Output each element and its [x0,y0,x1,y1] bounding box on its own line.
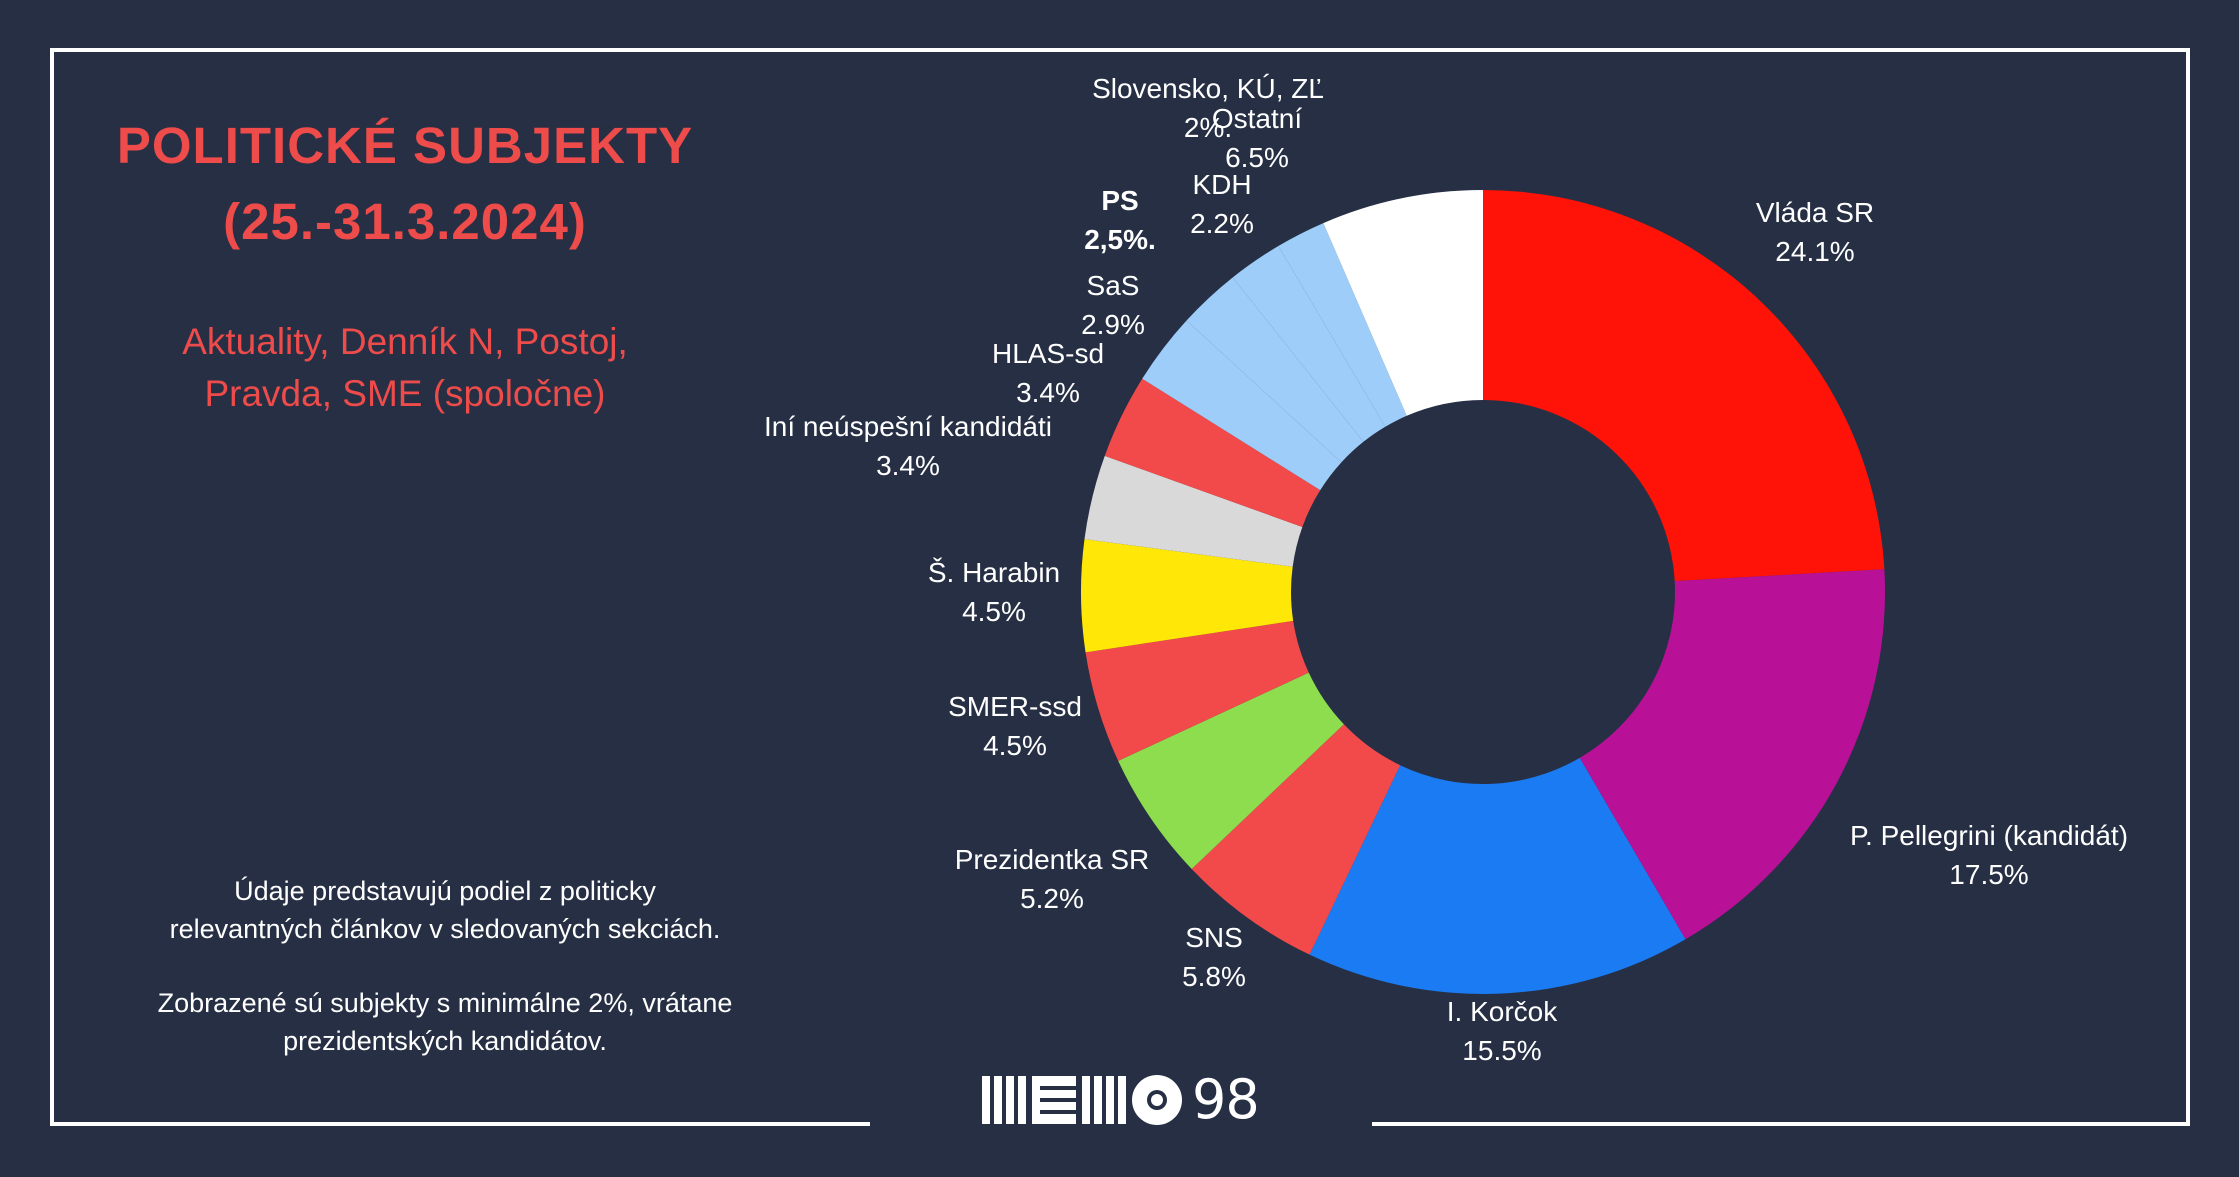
label-name-ostatni: Ostatní [1212,103,1302,134]
label-value-ini-neuspesni-kandidati: 3.4% [876,450,940,481]
slice-i-korcok [1309,757,1686,994]
label-name-sas: SaS [1087,270,1140,301]
label-name-slovensko-ku-zl: Slovensko, KÚ, ZĽ [1092,73,1324,104]
label-value-hlas-sd: 3.4% [1016,377,1080,408]
label-name-kdh: KDH [1192,169,1251,200]
subtitle-line-1: Aktuality, Denník N, Postoj, [182,321,628,362]
memo98-logo: 98 [982,1068,1260,1131]
title-line-1: POLITICKÉ SUBJEKTY [116,117,694,174]
slice-slovensko-ku-zl [1278,223,1407,427]
label-value-i-korcok: 15.5% [1462,1035,1541,1066]
chart-labels: Vláda SR 24.1% P. Pellegrini (kandidát) 17.… [764,73,2128,1066]
label-value-kdh: 2.2% [1190,208,1254,239]
frame-bottom-right [1372,1122,2190,1126]
label-value-slovensko-ku-zl: 2%. [1184,112,1232,143]
label-value-ps: 2,5%. [1084,224,1156,255]
label-value-ostatni: 6.5% [1225,142,1289,173]
title-line-2: (25.-31.3.2024) [223,193,587,250]
slice-sns [1191,724,1401,955]
label-value-vlada-sr: 24.1% [1775,236,1854,267]
label-name-i-korcok: I. Korčok [1447,996,1558,1027]
label-name-prezidentka-sr: Prezidentka SR [955,844,1150,875]
subtitle-line-2: Pravda, SME (spoločne) [204,373,606,414]
slice-p-pellegrini-kandidat [1579,569,1885,940]
chart-slices [1081,190,1885,994]
slice-ps [1186,277,1364,463]
note-1-line-2: relevantných článkov v sledovaných sekci… [169,914,721,944]
slice-smer-ssd [1085,620,1309,761]
slice-vlada-sr [1483,190,1885,582]
label-value-sns: 5.8% [1182,961,1246,992]
slice-prezidentka-sr [1118,672,1344,870]
slice-ostatni [1323,190,1483,416]
label-value-s-harabin: 4.5% [962,596,1026,627]
label-name-ps: PS [1101,185,1138,216]
note-2-line-2: prezidentských kandidátov. [283,1026,607,1056]
frame-right [2186,48,2190,1126]
methodology-note: Údaje predstavujú podiel z politicky rel… [60,872,830,948]
label-value-p-pellegrini-kandidat: 17.5% [1949,859,2028,890]
label-value-smer-ssd: 4.5% [983,730,1047,761]
slice-kdh [1232,245,1386,442]
frame-bottom-left [50,1122,870,1126]
note-2-line-1: Zobrazené sú subjekty s minimálne 2%, vr… [157,988,733,1018]
logo-number: 98 [1192,1068,1260,1131]
slice-hlas-sd [1104,378,1321,527]
label-name-sns: SNS [1185,922,1243,953]
slice-sas [1142,320,1342,491]
label-name-hlas-sd: HLAS-sd [992,338,1104,369]
label-value-prezidentka-sr: 5.2% [1020,883,1084,914]
frame-top [50,48,2190,52]
label-name-vlada-sr: Vláda SR [1756,197,1874,228]
label-name-p-pellegrini-kandidat: P. Pellegrini (kandidát) [1850,820,2128,851]
frame-left [50,48,54,1126]
label-name-ini-neuspesni-kandidati: Iní neúspešní kandidáti [764,411,1052,442]
memo-logo-mark [982,1075,1182,1125]
note-1-line-1: Údaje predstavujú podiel z politicky [234,876,656,906]
slice-s-harabin [1081,539,1294,653]
label-value-sas: 2.9% [1081,309,1145,340]
label-name-smer-ssd: SMER-ssd [948,691,1082,722]
threshold-note: Zobrazené sú subjekty s minimálne 2%, vr… [60,984,830,1060]
slice-ini-neuspesni-kandidati [1084,455,1303,567]
label-name-s-harabin: Š. Harabin [928,557,1060,588]
page-title: POLITICKÉ SUBJEKTY (25.-31.3.2024) [60,108,750,260]
sources-subtitle: Aktuality, Denník N, Postoj, Pravda, SME… [60,316,750,420]
